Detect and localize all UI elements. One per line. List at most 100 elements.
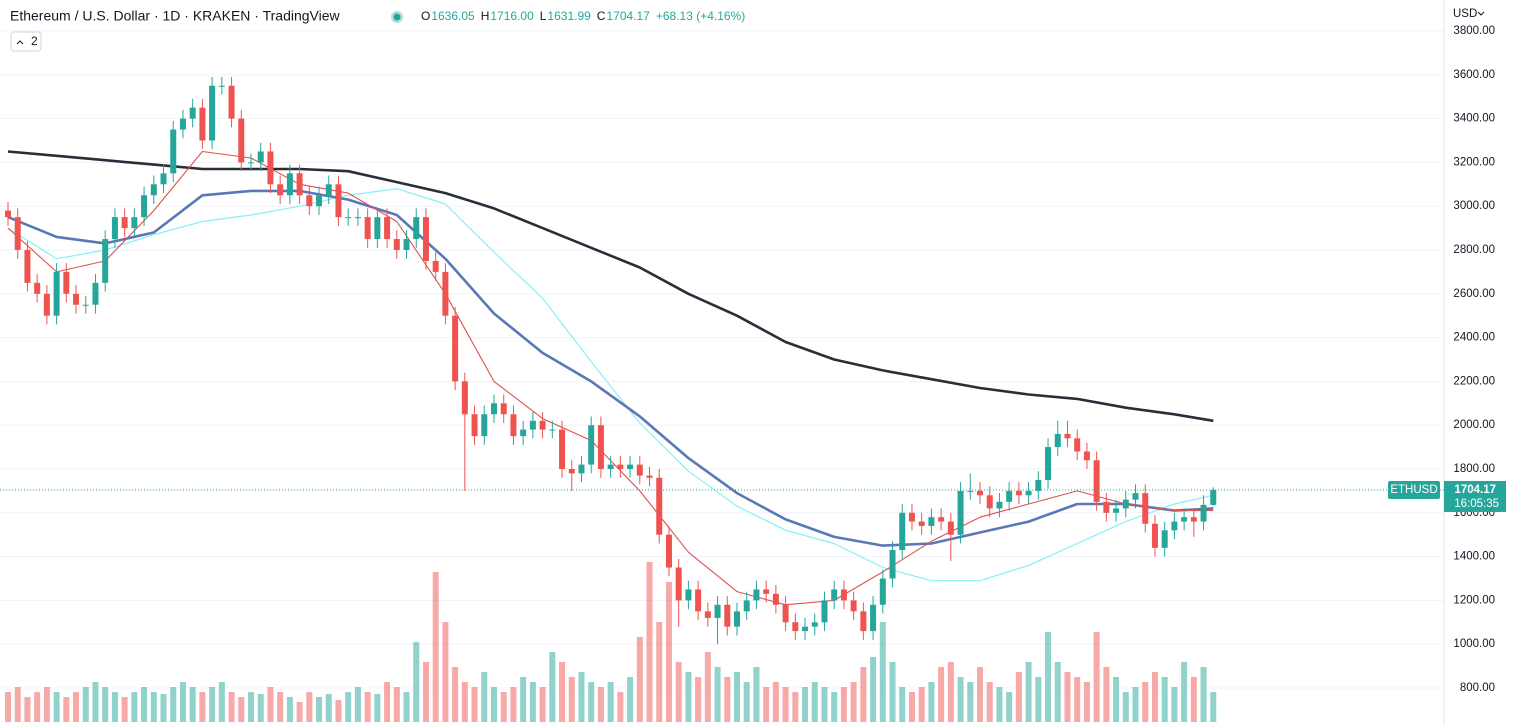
candles	[5, 76, 1217, 645]
ohlc-key: O	[421, 9, 430, 23]
indicator-count[interactable]: 2	[31, 34, 38, 48]
candle-body	[704, 611, 711, 618]
volume-bar	[1006, 692, 1013, 722]
volume-bar	[471, 687, 478, 722]
candle-body	[73, 293, 80, 305]
candle-body	[286, 173, 293, 196]
candle-body	[1200, 504, 1207, 522]
candle-body	[257, 151, 264, 163]
candle-body	[1210, 489, 1217, 505]
candle-body	[209, 85, 216, 141]
candle-body	[1142, 493, 1149, 524]
volume-bar	[5, 692, 11, 722]
volume-bar	[656, 622, 663, 722]
candle-body	[597, 425, 604, 469]
volume-bar	[1171, 687, 1178, 722]
candle-body	[277, 184, 284, 196]
candle-body	[442, 271, 449, 316]
volume-bar	[1113, 677, 1120, 722]
volume-bar	[1200, 667, 1207, 722]
volume-bar	[248, 692, 254, 722]
y-tick-label: 2800.00	[1453, 244, 1495, 256]
volume-bar	[1035, 677, 1042, 722]
ohlc-key: L	[540, 9, 547, 23]
candle-body	[850, 600, 857, 612]
volume-bar	[267, 687, 274, 722]
candle-body	[870, 604, 877, 632]
volume-bar	[189, 687, 196, 722]
volume-bar	[286, 697, 293, 722]
candle-body	[743, 600, 750, 612]
y-tick-label: 1200.00	[1453, 594, 1495, 606]
volume-bar	[34, 692, 41, 722]
volume-bar	[831, 692, 838, 722]
volume-bar	[734, 672, 740, 722]
volume-bar	[150, 692, 157, 722]
candle-body	[977, 490, 983, 496]
volume-bar	[724, 677, 731, 722]
y-tick-label: 2400.00	[1453, 332, 1495, 344]
volume-bar	[354, 687, 361, 722]
candle-body	[92, 282, 99, 305]
volume-bar	[1025, 662, 1032, 722]
volume-bar	[461, 682, 468, 722]
volume-bar	[714, 667, 721, 722]
candle-body	[199, 107, 206, 141]
volume-bar	[636, 637, 643, 722]
volume-bar	[160, 694, 167, 722]
volume-bar	[753, 667, 760, 722]
candle-body	[1025, 490, 1032, 496]
y-tick-label: 3600.00	[1453, 69, 1495, 81]
volume-bar	[743, 682, 750, 722]
candle-body	[753, 589, 760, 601]
volume-bar	[393, 687, 400, 722]
volume-bar	[578, 672, 585, 722]
candle-body	[831, 589, 838, 601]
volume	[5, 562, 1217, 722]
candle-body	[1035, 479, 1042, 491]
moving-average	[7, 189, 1214, 547]
volume-bar	[1103, 667, 1110, 722]
symbol-badge	[1388, 480, 1440, 499]
y-tick-label: 3000.00	[1453, 200, 1495, 212]
candle-body	[218, 85, 225, 87]
volume-bar	[850, 682, 857, 722]
legend: Ethereum / U.S. Dollar · 1D · KRAKEN · T…	[10, 8, 745, 52]
candle-body	[1171, 521, 1178, 531]
volume-bar	[938, 667, 945, 722]
candle-body	[1190, 517, 1197, 522]
ohlc-key: H	[481, 9, 490, 23]
volume-bar	[1210, 692, 1217, 722]
indicators-toggle[interactable]	[10, 31, 42, 52]
volume-bar	[442, 622, 449, 722]
volume-bar	[53, 692, 60, 722]
volume-bar	[257, 694, 264, 722]
candle-body	[461, 381, 468, 415]
volume-bar	[403, 692, 410, 722]
candle-body	[1122, 499, 1129, 509]
currency[interactable]: USD	[1453, 8, 1477, 20]
volume-bar	[520, 677, 527, 722]
candle-body	[354, 217, 361, 219]
candle-body	[1181, 517, 1188, 522]
candle-body	[141, 195, 148, 218]
candle-body	[481, 414, 488, 437]
volume-bar	[1190, 677, 1197, 722]
volume-bar	[316, 697, 323, 722]
y-tick-label: 2600.00	[1453, 288, 1495, 300]
candle-body	[957, 490, 964, 535]
volume-bar	[296, 702, 303, 722]
volume-bar	[704, 652, 711, 722]
candle-body	[316, 195, 323, 207]
candle-body	[82, 304, 89, 306]
volume-bar	[102, 687, 109, 722]
candle-body	[588, 425, 595, 465]
candle-body	[248, 162, 254, 164]
moving-averages	[7, 150, 1214, 606]
volume-bar	[345, 692, 352, 722]
volume-bar	[1093, 632, 1100, 722]
candle-body	[267, 151, 274, 185]
volume-bar	[986, 682, 993, 722]
candle-body	[889, 550, 896, 579]
candle-body	[879, 578, 886, 605]
